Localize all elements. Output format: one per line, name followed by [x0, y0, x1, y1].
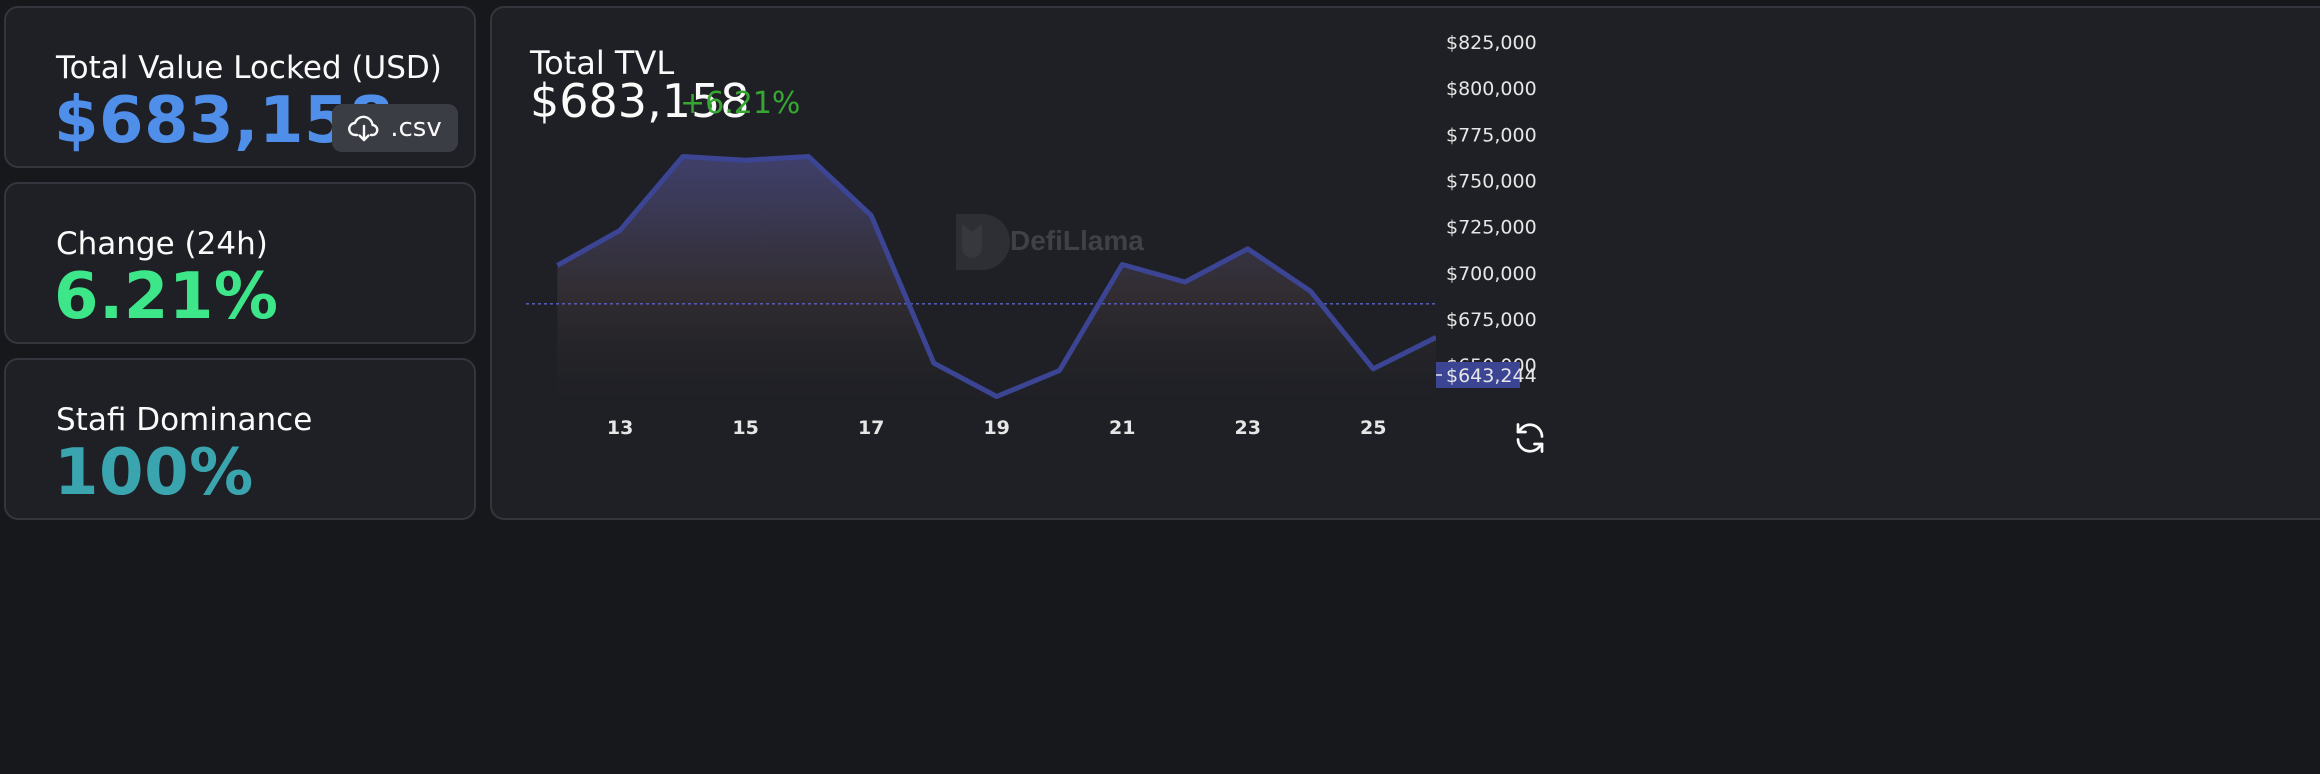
y-tick-label: $800,000	[1446, 78, 1537, 100]
y-tick-label: $775,000	[1446, 124, 1537, 146]
tvl-label: Total Value Locked (USD)	[56, 50, 442, 86]
tvl-card: Total Value Locked (USD) $683,158 .csv	[4, 6, 476, 168]
change-label: Change (24h)	[56, 226, 268, 262]
chart-title: Total TVL	[530, 44, 675, 82]
y-tick-label: $700,000	[1446, 263, 1537, 285]
x-tick-label: 15	[732, 417, 758, 439]
tvl-series-line	[556, 154, 1436, 399]
dominance-value: 100%	[54, 436, 254, 510]
watermark-text: DefiLlama	[1010, 225, 1144, 256]
x-tick-label: 13	[607, 417, 633, 439]
current-price-tag	[1436, 362, 1520, 388]
defillama-watermark: DefiLlama	[956, 214, 1144, 270]
change-card: Change (24h) 6.21%	[4, 182, 476, 344]
y-tick-label: $675,000	[1446, 309, 1537, 331]
x-tick-label: 17	[858, 417, 884, 439]
x-tick-label: 23	[1234, 417, 1260, 439]
refresh-icon	[1512, 420, 1548, 456]
tvl-area-chart[interactable]: DefiLlama $650,000$675,000$700,000$725,0…	[492, 8, 2320, 518]
y-tick-label: $725,000	[1446, 217, 1537, 239]
csv-button-label: .csv	[390, 113, 442, 143]
current-price-label: $643,244	[1446, 365, 1537, 387]
cloud-download-icon	[348, 113, 380, 143]
y-tick-label: $750,000	[1446, 170, 1537, 192]
change-value: 6.21%	[54, 260, 279, 334]
tvl-area-fill	[557, 156, 1436, 402]
tvl-chart-card: Total TVL $683,158 +6.21% DefiLlama $650…	[490, 6, 2320, 520]
x-tick-label: 25	[1360, 417, 1386, 439]
chart-change-percent: +6.21%	[680, 86, 801, 121]
plot-area	[526, 154, 1436, 402]
chart-tvl-value: $683,158	[530, 74, 750, 128]
x-tick-label: 19	[983, 417, 1009, 439]
dominance-label: Stafi Dominance	[56, 402, 313, 438]
y-tick-label: $825,000	[1446, 32, 1537, 54]
refresh-button[interactable]	[1506, 414, 1554, 462]
x-tick-label: 21	[1109, 417, 1135, 439]
download-csv-button[interactable]: .csv	[332, 104, 458, 152]
dominance-card: Stafi Dominance 100%	[4, 358, 476, 520]
